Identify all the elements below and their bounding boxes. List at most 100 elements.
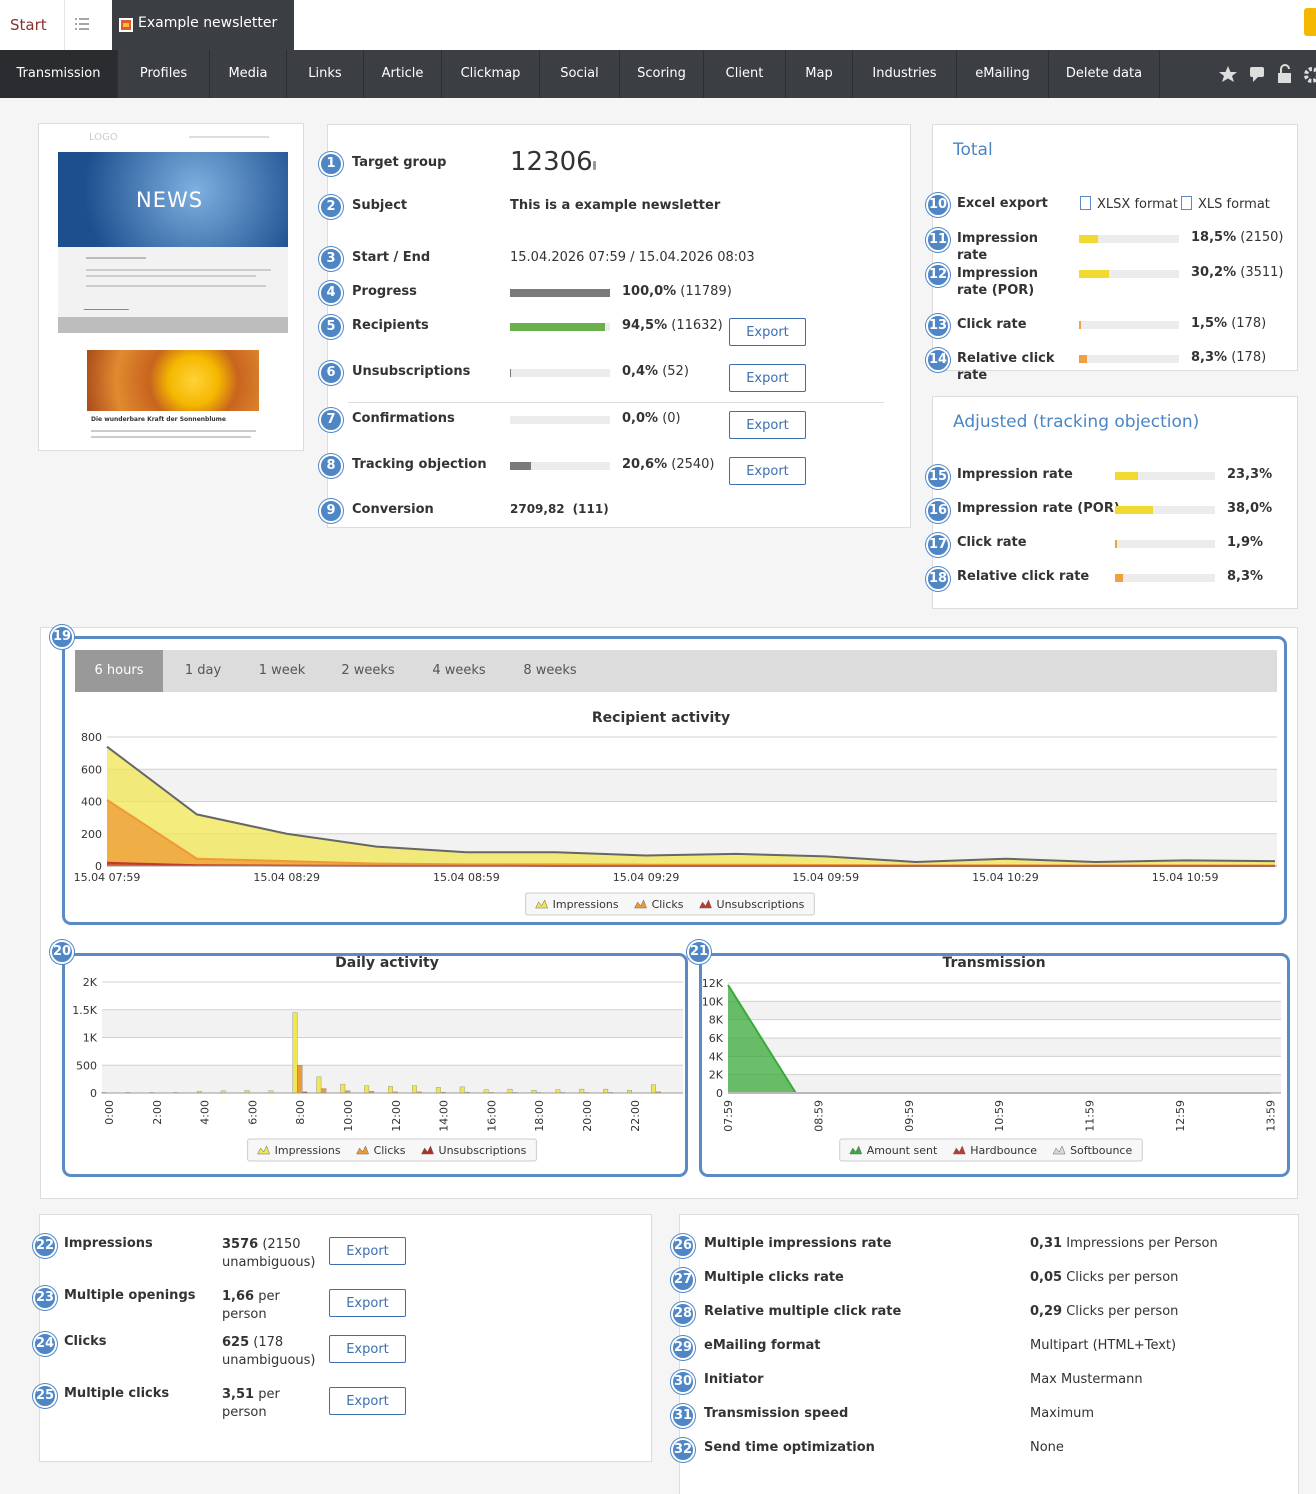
rate-value: 8,3% bbox=[1227, 569, 1264, 584]
row-value: This is a example newsletter bbox=[510, 198, 721, 213]
detail: None bbox=[1030, 1440, 1064, 1455]
text-line bbox=[86, 275, 256, 277]
export-button[interactable]: Export bbox=[729, 364, 806, 392]
badge: 30 bbox=[671, 1370, 695, 1394]
nav-item[interactable]: eMailing bbox=[957, 50, 1049, 98]
rate: 8,3% bbox=[1227, 569, 1263, 584]
export-button[interactable]: Export bbox=[729, 318, 806, 346]
export-button[interactable]: Export bbox=[329, 1387, 406, 1415]
rate-count: (11632) bbox=[671, 318, 723, 333]
nav-item[interactable]: Industries bbox=[853, 50, 957, 98]
badge: 11 bbox=[926, 228, 950, 252]
rate-count: (2540) bbox=[671, 457, 715, 472]
menu-button[interactable] bbox=[64, 0, 113, 50]
rate: 30,2% (3511) bbox=[1191, 265, 1283, 280]
export-button[interactable]: Export bbox=[729, 411, 806, 439]
rate: 1,5% (178) bbox=[1191, 316, 1266, 331]
nav-item[interactable]: Map bbox=[786, 50, 853, 98]
export-button[interactable]: Export bbox=[329, 1335, 406, 1363]
range-tab[interactable]: 4 weeks bbox=[432, 663, 486, 678]
bar-fill bbox=[1079, 321, 1081, 329]
row-value: 625 (178 unambiguous) bbox=[222, 1334, 322, 1370]
nav-item[interactable]: Transmission bbox=[0, 50, 118, 98]
file-format: XLSX format bbox=[1097, 197, 1178, 212]
active-tab[interactable]: Example newsletter bbox=[112, 0, 294, 50]
bar-track bbox=[1079, 235, 1179, 243]
row-label: Impression rate (POR) bbox=[957, 266, 1039, 298]
bar-track bbox=[1115, 540, 1215, 548]
nav-item[interactable]: Article bbox=[364, 50, 442, 98]
rate: 20,6% (2540) bbox=[622, 457, 714, 472]
start-link[interactable]: Start bbox=[10, 16, 47, 34]
range-tab[interactable]: 8 weeks bbox=[523, 663, 577, 678]
badge: 28 bbox=[671, 1302, 695, 1326]
badge: 16 bbox=[926, 499, 950, 523]
export-button[interactable]: Export bbox=[729, 457, 806, 485]
bar-fill bbox=[1115, 472, 1139, 480]
export-button[interactable]: Export bbox=[329, 1289, 406, 1317]
row-value: 0,05 Clicks per person bbox=[1030, 1270, 1178, 1285]
nav-item[interactable]: Scoring bbox=[620, 50, 704, 98]
range-tab[interactable]: 1 day bbox=[184, 663, 222, 678]
file-link[interactable]: XLS format bbox=[1181, 196, 1270, 212]
row-label: Click rate bbox=[957, 317, 1027, 332]
row-value: 0,29 Clicks per person bbox=[1030, 1304, 1178, 1319]
bar-fill bbox=[1079, 235, 1098, 243]
row-value: Maximum bbox=[1030, 1406, 1094, 1421]
file-link[interactable]: XLSX format bbox=[1080, 196, 1178, 212]
rate-value: 38,0% bbox=[1227, 501, 1273, 516]
nav-item[interactable]: Profiles bbox=[118, 50, 210, 98]
badge: 23 bbox=[33, 1286, 57, 1310]
rate-value: 20,6% bbox=[622, 457, 668, 472]
nav-icons[interactable] bbox=[1208, 50, 1316, 98]
nav-item[interactable]: Clickmap bbox=[442, 50, 540, 98]
rate-value: 18,5% bbox=[1191, 230, 1237, 245]
preview-panel: LOGO NEWS Die wunderbare Kraft der Sonne… bbox=[38, 123, 304, 451]
notice-flag[interactable] bbox=[1304, 8, 1316, 36]
tab-bar bbox=[75, 650, 1277, 692]
value: 0,29 bbox=[1030, 1304, 1063, 1319]
value: 0,05 bbox=[1030, 1270, 1063, 1285]
range-tab[interactable]: 6 hours bbox=[75, 650, 163, 692]
badge: 7 bbox=[319, 408, 343, 432]
rate-count: (178) bbox=[1231, 316, 1267, 331]
export-button[interactable]: Export bbox=[329, 1237, 406, 1265]
nav-item[interactable]: Delete data bbox=[1049, 50, 1160, 98]
rate-value: 100,0% bbox=[622, 284, 677, 299]
row-label: Relative click rate bbox=[957, 351, 1055, 383]
row-label: Click rate bbox=[957, 535, 1027, 550]
badge: 26 bbox=[671, 1234, 695, 1258]
bar-track bbox=[1079, 355, 1179, 363]
file-icon bbox=[1080, 196, 1091, 210]
range-tab[interactable]: 1 week bbox=[258, 663, 306, 678]
row-label: Initiator bbox=[704, 1372, 764, 1387]
row-value: None bbox=[1030, 1440, 1064, 1455]
preview-logo: LOGO bbox=[89, 132, 118, 143]
nav-item[interactable]: Social bbox=[540, 50, 620, 98]
range-tab[interactable]: 2 weeks bbox=[341, 663, 395, 678]
value: 3576 bbox=[222, 1237, 259, 1252]
row-label: Relative multiple click rate bbox=[704, 1304, 902, 1319]
nav-item[interactable]: Media bbox=[210, 50, 287, 98]
nav-item[interactable]: Links bbox=[287, 50, 364, 98]
text-line bbox=[91, 436, 251, 438]
nav-item[interactable]: Client bbox=[704, 50, 786, 98]
row-label: Impression rate bbox=[957, 467, 1073, 482]
bar-track bbox=[1115, 472, 1215, 480]
detail: per person bbox=[222, 1387, 280, 1420]
info-icon bbox=[593, 161, 596, 170]
adjusted-panel bbox=[932, 396, 1298, 609]
badge: 2 bbox=[319, 195, 343, 219]
detail: per person bbox=[222, 1289, 280, 1322]
row-label: eMailing format bbox=[704, 1338, 821, 1353]
badge: 32 bbox=[671, 1438, 695, 1462]
row-label: Tracking objection bbox=[352, 457, 487, 472]
badge: 9 bbox=[319, 499, 343, 523]
chart-frame bbox=[62, 636, 1287, 925]
detail: Clicks per person bbox=[1066, 1270, 1179, 1285]
detail: (178 unambiguous) bbox=[222, 1335, 316, 1368]
bar-track bbox=[510, 462, 610, 470]
row-label: Transmission speed bbox=[704, 1406, 849, 1421]
text-line bbox=[86, 257, 146, 259]
